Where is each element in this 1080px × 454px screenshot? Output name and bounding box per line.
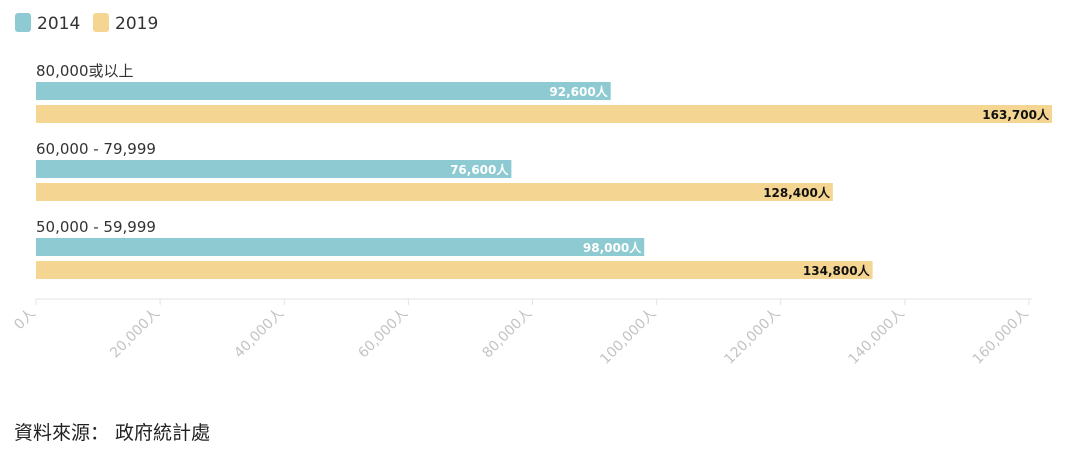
x-tick-label: 160,000人 bbox=[970, 306, 1032, 368]
legend-swatch-2019 bbox=[93, 13, 109, 32]
legend-label-2019: 2019 bbox=[115, 14, 158, 34]
data-label-2019: 163,700人 bbox=[982, 107, 1050, 122]
data-label-2014: 76,600人 bbox=[450, 162, 509, 177]
bar-2014 bbox=[36, 238, 645, 256]
x-tick-label: 140,000人 bbox=[846, 306, 908, 368]
legend-label-2014: 2014 bbox=[37, 14, 80, 34]
x-tick-label: 40,000人 bbox=[231, 306, 287, 362]
legend-swatch-2014 bbox=[15, 13, 31, 32]
bar-2019 bbox=[36, 105, 1052, 123]
data-label-2014: 92,600人 bbox=[549, 84, 608, 99]
x-tick-label: 20,000人 bbox=[107, 306, 163, 362]
x-tick-label: 60,000人 bbox=[355, 306, 411, 362]
bar-2019 bbox=[36, 183, 833, 201]
category-label: 80,000或以上 bbox=[36, 62, 134, 80]
bar-2014 bbox=[36, 82, 611, 100]
data-label-2019: 128,400人 bbox=[763, 185, 831, 200]
bar-2014 bbox=[36, 160, 512, 178]
source-note: 資料來源： 政府統計處 bbox=[14, 422, 211, 444]
category-label: 50,000 - 59,999 bbox=[36, 218, 156, 236]
category-label: 60,000 - 79,999 bbox=[36, 140, 156, 158]
bar-2019 bbox=[36, 261, 873, 279]
x-tick-label: 100,000人 bbox=[597, 306, 659, 368]
x-tick-label: 80,000人 bbox=[479, 306, 535, 362]
data-label-2014: 98,000人 bbox=[583, 240, 642, 255]
bar-chart: 2014 2019 80,000或以上 92,600人 163,700人 60,000 -… bbox=[11, 13, 1052, 368]
x-tick-label: 120,000人 bbox=[721, 306, 783, 368]
data-label-2019: 134,800人 bbox=[803, 263, 871, 278]
x-tick-label: 0人 bbox=[11, 306, 39, 334]
